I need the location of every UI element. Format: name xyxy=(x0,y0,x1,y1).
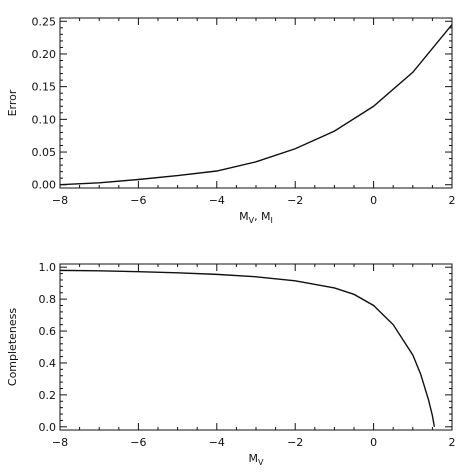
y-tick-label: 0.20 xyxy=(32,48,57,61)
x-tick-label: 2 xyxy=(449,436,456,449)
series-line xyxy=(59,24,453,186)
x-tick-label: 2 xyxy=(449,194,456,207)
y-tick-label: 0.0 xyxy=(39,421,57,434)
x-axis-label-subscript: V xyxy=(249,216,255,225)
x-tick-label: −6 xyxy=(130,194,146,207)
y-tick-label: 0.8 xyxy=(39,293,57,306)
x-axis-label-separator: , M xyxy=(254,210,270,223)
x-tick-label: 0 xyxy=(370,194,377,207)
x-axis-label-main: M xyxy=(239,210,249,223)
y-tick-label: 0.6 xyxy=(39,325,57,338)
x-tick-label: −8 xyxy=(52,194,68,207)
y-tick-label: 0.10 xyxy=(32,113,57,126)
y-axis-label: Error xyxy=(6,89,19,116)
y-tick-label: 0.00 xyxy=(32,179,57,192)
error-panel: −8 −6 −4 −2 0 2 0.00 0.05 0.10 0.15 0.20 0.25 Error M… xyxy=(6,15,456,225)
y-axis-label: Completeness xyxy=(6,308,19,386)
y-tick-label: 0.25 xyxy=(32,15,57,28)
x-axis-label: MV xyxy=(249,452,265,467)
x-tick-label: 0 xyxy=(370,436,377,449)
x-tick-label: −6 xyxy=(130,436,146,449)
x-tick-label: −2 xyxy=(287,194,303,207)
x-axis-label-main: M xyxy=(249,452,259,465)
x-tick-label: −4 xyxy=(209,194,225,207)
completeness-panel: −8 −6 −4 −2 0 2 0.0 0.2 0.4 0.6 0.8 1.0 Completeness… xyxy=(6,261,456,467)
y-tick-label: 0.05 xyxy=(32,146,57,159)
y-tick-label: 0.15 xyxy=(32,81,57,94)
y-tick-label: 0.2 xyxy=(39,389,57,402)
x-axis-label-subscript: I xyxy=(271,216,273,225)
y-tick-label: 1.0 xyxy=(39,261,57,274)
x-axis-label-subscript: V xyxy=(258,458,264,467)
x-tick-label: −4 xyxy=(209,436,225,449)
plot-frame xyxy=(59,263,453,431)
y-tick-label: 0.4 xyxy=(39,357,57,370)
series-line xyxy=(59,269,436,427)
x-tick-label: −2 xyxy=(287,436,303,449)
x-axis-label: MV, MI xyxy=(239,210,273,225)
x-tick-label: −8 xyxy=(52,436,68,449)
